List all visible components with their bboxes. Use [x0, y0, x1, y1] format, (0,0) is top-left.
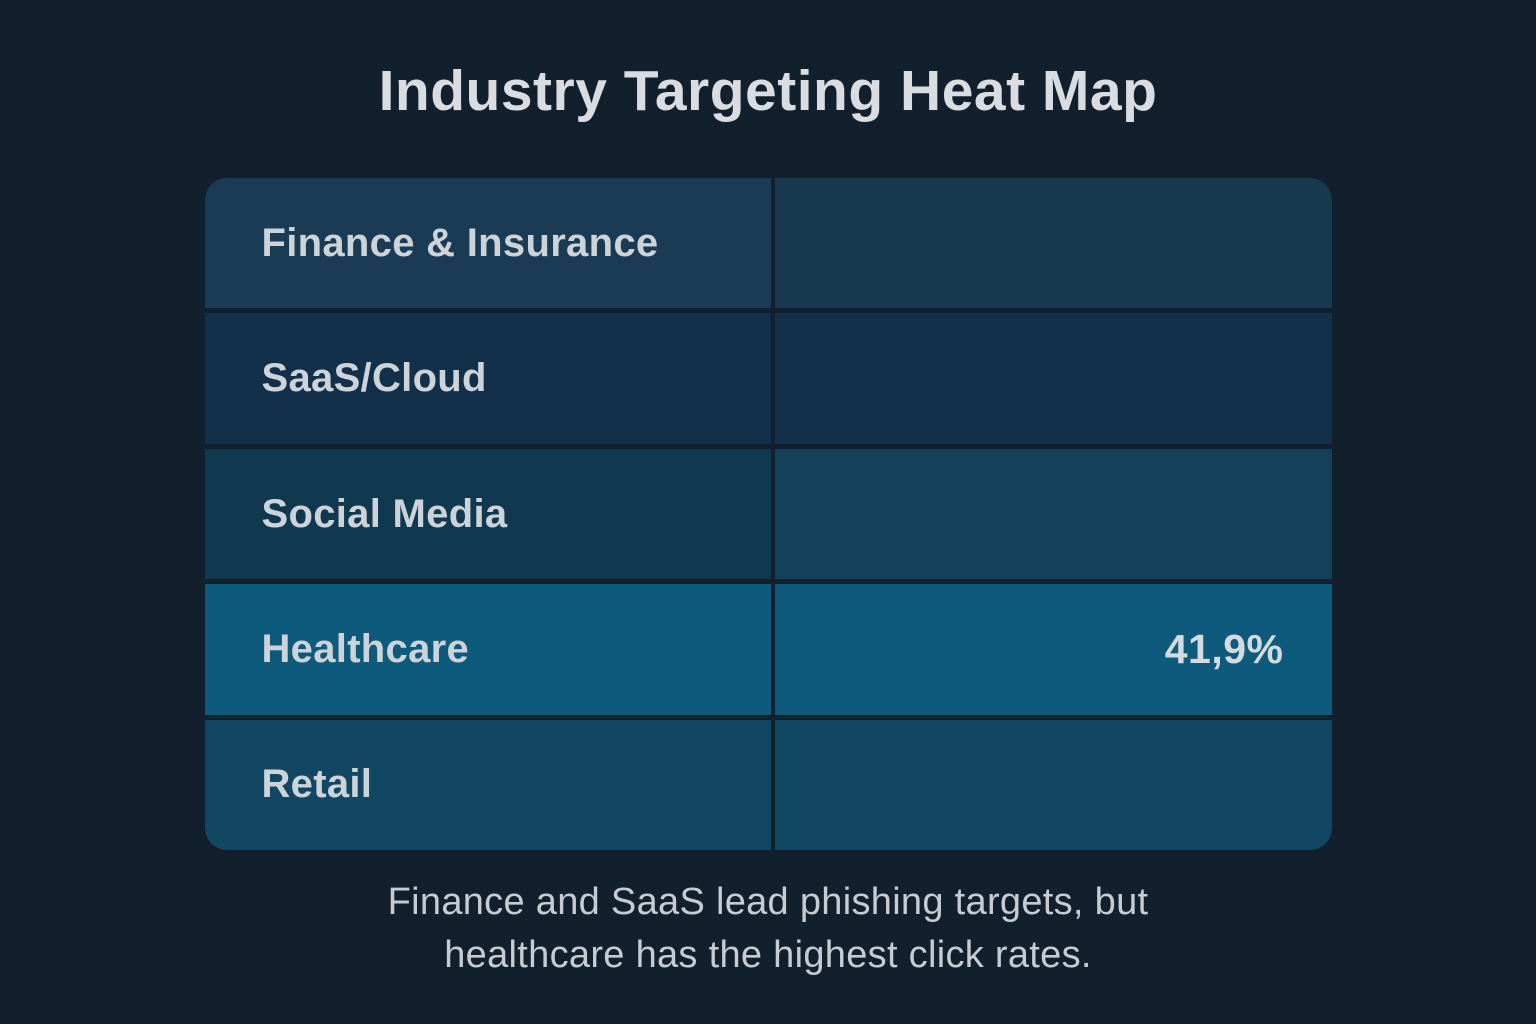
page-title: Industry Targeting Heat Map — [378, 59, 1158, 123]
click-rate-cell — [774, 178, 1332, 309]
click-rate-cell — [774, 448, 1332, 580]
industry-label-cell: Healthcare — [204, 584, 771, 715]
table-row: Finance & Insurance — [204, 178, 1332, 309]
click-rate-cell — [774, 719, 1332, 850]
chart-caption: Finance and SaaS lead phishing targets, … — [0, 876, 1536, 982]
table-row: Retail — [204, 719, 1332, 850]
industry-label-cell: Social Media — [204, 448, 771, 580]
click-rate-cell — [774, 313, 1332, 444]
industry-label-cell: SaaS/Cloud — [204, 313, 771, 444]
table-row: SaaS/Cloud — [204, 313, 1332, 444]
table-row: Social Media — [204, 448, 1332, 580]
table-row-highlighted: Healthcare 41,9% — [204, 584, 1332, 715]
industry-label-cell: Finance & Insurance — [204, 178, 771, 309]
infographic-page: Industry Targeting Heat Map Finance & In… — [0, 60, 1536, 1024]
heatmap-table: Finance & Insurance SaaS/Cloud Social Me… — [204, 178, 1332, 850]
click-rate-cell: 41,9% — [774, 584, 1332, 715]
caption-line-2: healthcare has the highest click rates. — [444, 934, 1092, 976]
industry-label-cell: Retail — [204, 719, 771, 850]
caption-line-1: Finance and SaaS lead phishing targets, … — [387, 881, 1149, 923]
